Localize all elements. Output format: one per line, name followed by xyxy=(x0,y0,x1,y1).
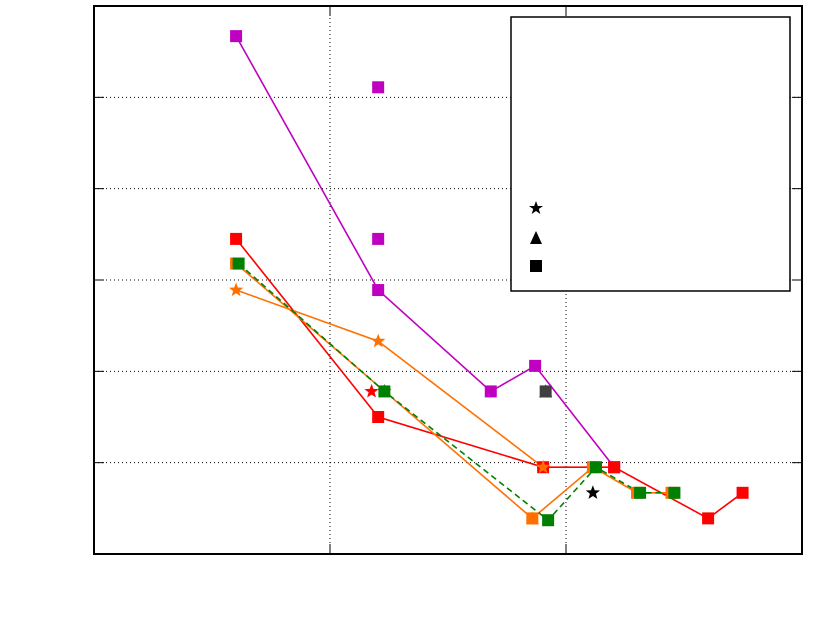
series-line xyxy=(235,262,672,520)
legend-star xyxy=(529,201,543,214)
marker xyxy=(230,30,243,43)
marker xyxy=(525,511,539,525)
marker xyxy=(736,486,749,499)
plot-frame xyxy=(93,5,803,555)
marker xyxy=(608,461,621,474)
marker xyxy=(371,333,386,348)
marker xyxy=(536,459,551,474)
marker xyxy=(702,512,715,525)
marker xyxy=(529,359,542,372)
marker xyxy=(377,383,392,398)
marker xyxy=(634,486,647,499)
marker xyxy=(589,461,602,474)
series-line xyxy=(235,289,544,468)
marker xyxy=(230,232,243,245)
series-line xyxy=(238,262,675,522)
marker xyxy=(232,257,245,270)
marker xyxy=(372,284,385,297)
marker xyxy=(229,282,244,297)
marker xyxy=(372,81,385,94)
legend-box xyxy=(510,16,791,292)
legend-square xyxy=(530,260,542,272)
marker xyxy=(484,385,497,398)
marker xyxy=(585,485,600,499)
marker xyxy=(542,514,555,527)
marker xyxy=(539,385,552,398)
legend-triangle xyxy=(530,231,542,244)
marker xyxy=(364,383,379,398)
marker xyxy=(668,486,681,499)
marker xyxy=(372,232,385,245)
legend xyxy=(510,16,791,292)
marker xyxy=(372,411,385,423)
